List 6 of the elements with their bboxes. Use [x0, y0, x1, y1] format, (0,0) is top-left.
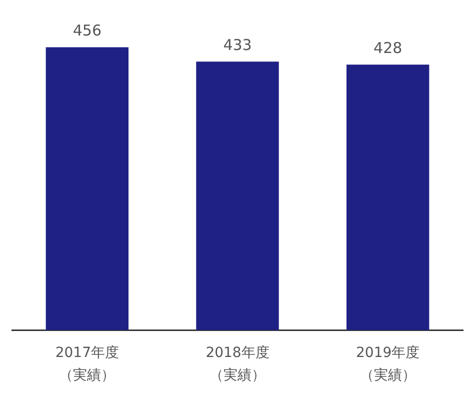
data-label: 433	[223, 36, 252, 54]
data-label: 428	[374, 39, 402, 58]
x-tick-label: 2018年度（実績）	[206, 345, 270, 384]
x-tick-label: 2017年度（実績）	[55, 345, 119, 384]
x-tick-label: 2019年度（実績）	[356, 345, 420, 384]
data-label: 456	[72, 22, 102, 40]
